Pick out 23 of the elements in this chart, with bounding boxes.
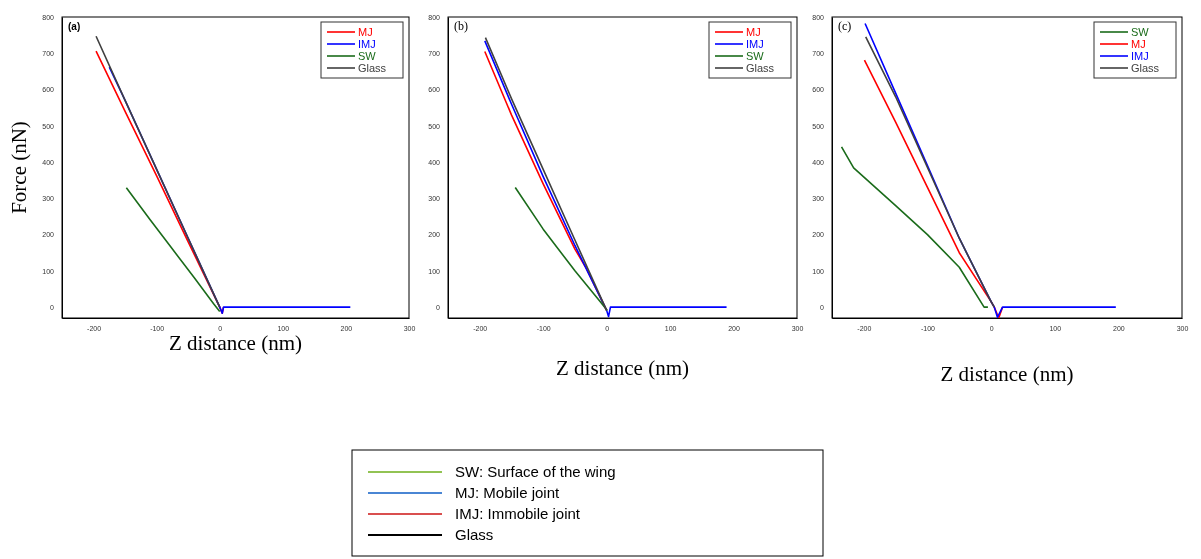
- text: IMJ: Immobile joint: [455, 505, 581, 522]
- text: SW: Surface of the wing: [455, 463, 616, 480]
- legend-label: MJ: [1131, 38, 1146, 50]
- legend-label: SW: [1131, 26, 1150, 38]
- legend-label: IMJ: [358, 38, 376, 50]
- legend-label: SW: [746, 50, 765, 62]
- chart-title: (a): [68, 21, 81, 32]
- y-axis-title: Force (nN): [7, 121, 31, 214]
- legend-label: Glass: [746, 62, 775, 74]
- legend-label: MJ: [358, 26, 373, 38]
- chart-title: (b): [454, 19, 468, 33]
- x-axis-title: Z distance (nm): [940, 362, 1074, 386]
- legend-label: SW: [358, 50, 377, 62]
- legend-label: IMJ: [746, 38, 764, 50]
- x-axis-title: Z distance (nm): [169, 331, 302, 355]
- text: Glass: [455, 526, 494, 543]
- text: MJ: Mobile joint: [455, 484, 561, 501]
- x-axis-title: Z distance (nm): [556, 356, 689, 380]
- legend-label: IMJ: [1131, 50, 1149, 62]
- chart-title: (c): [838, 19, 852, 33]
- legend-label: Glass: [1131, 62, 1160, 74]
- legend-label: MJ: [746, 26, 761, 38]
- legend-label: Glass: [358, 62, 387, 74]
